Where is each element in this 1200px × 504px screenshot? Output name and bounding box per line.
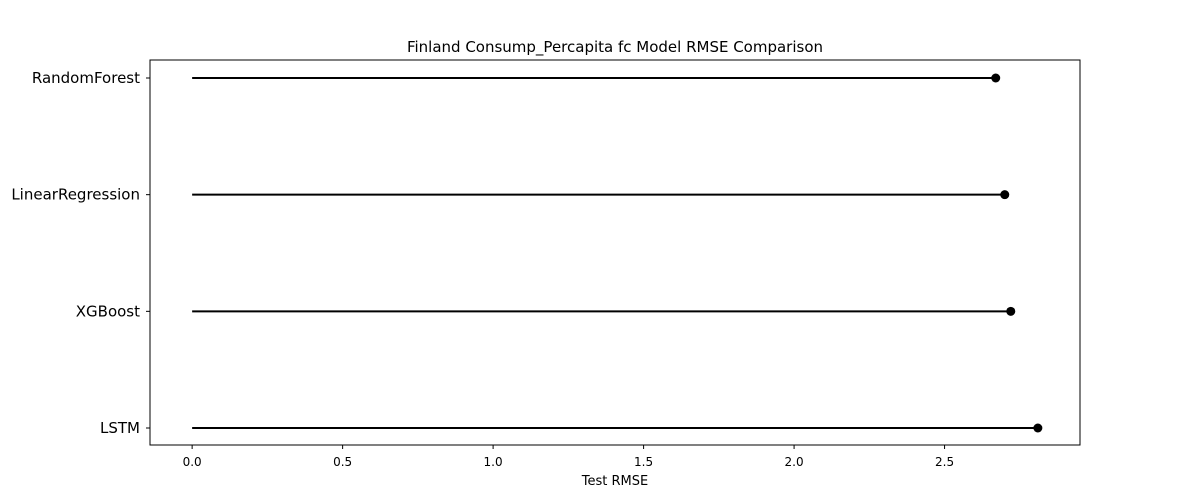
- y-axis-ticks: RandomForest LinearRegression XGBoost LSTM: [11, 69, 150, 437]
- y-tick-label-lstm: LSTM: [100, 419, 140, 437]
- point-xgboost: [1006, 306, 1016, 316]
- x-tick-label: 0.5: [333, 455, 352, 469]
- y-tick-label-xgboost: XGBoost: [76, 302, 140, 320]
- x-tick-label: 1.5: [634, 455, 653, 469]
- y-tick-label-randomforest: RandomForest: [32, 69, 140, 87]
- point-linearregression: [1000, 190, 1010, 200]
- y-tick-label-linearregression: LinearRegression: [11, 186, 140, 204]
- x-axis-ticks: 0.0 0.5 1.0 1.5 2.0 2.5: [183, 445, 954, 469]
- x-tick-label: 2.5: [935, 455, 954, 469]
- x-tick-label: 2.0: [785, 455, 804, 469]
- data-marks: [192, 73, 1043, 433]
- point-lstm: [1033, 423, 1043, 433]
- chart-title: Finland Consump_Percapita fc Model RMSE …: [407, 38, 823, 57]
- x-tick-label: 1.0: [484, 455, 503, 469]
- x-axis-label: Test RMSE: [581, 474, 648, 489]
- point-randomforest: [991, 73, 1001, 83]
- plot-area-frame: [149, 59, 1081, 446]
- x-tick-label: 0.0: [183, 455, 202, 469]
